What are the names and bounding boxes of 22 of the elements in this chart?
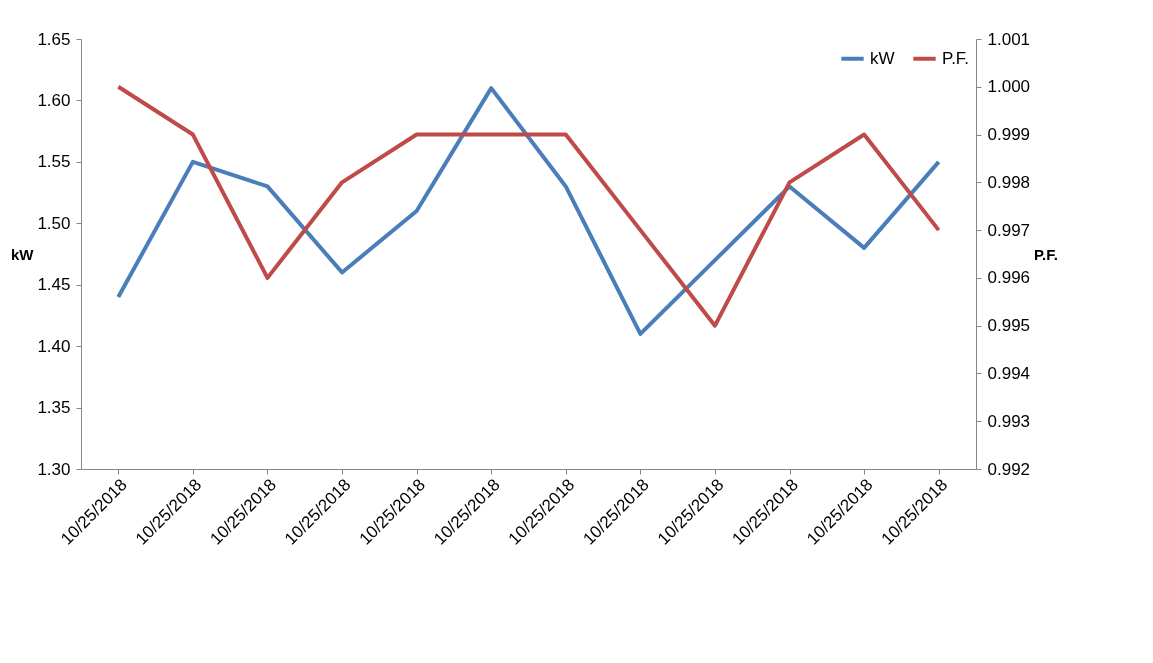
y2-tick-label: 1.000 [987,77,1031,97]
y2-tick-label: 0.999 [987,125,1031,145]
y2-tick-label: 0.997 [987,220,1031,240]
y2-tick-label: 0.998 [987,172,1031,192]
y2-tick-label: 1.001 [987,29,1031,49]
y2-tick-label: 0.994 [987,363,1031,383]
legend-label: P.F. [942,48,970,68]
y-tick-label: 1.35 [37,398,71,418]
y-axis-title: kW [10,245,35,263]
y2-tick-label: 0.996 [987,268,1031,288]
y2-axis-title: P.F. [1034,245,1058,263]
y-tick-label: 1.40 [37,336,71,356]
y-tick-label: 1.60 [37,90,71,110]
y-tick-label: 1.55 [37,152,71,172]
y-tick-label: 1.65 [37,29,71,49]
y2-tick-label: 0.992 [987,459,1031,479]
y-tick-label: 1.50 [37,213,71,233]
y-tick-label: 1.30 [37,459,71,479]
legend-label: kW [870,48,895,68]
y2-tick-label: 0.995 [987,316,1031,336]
y-tick-label: 1.45 [37,275,71,295]
y2-tick-label: 0.993 [987,411,1031,431]
